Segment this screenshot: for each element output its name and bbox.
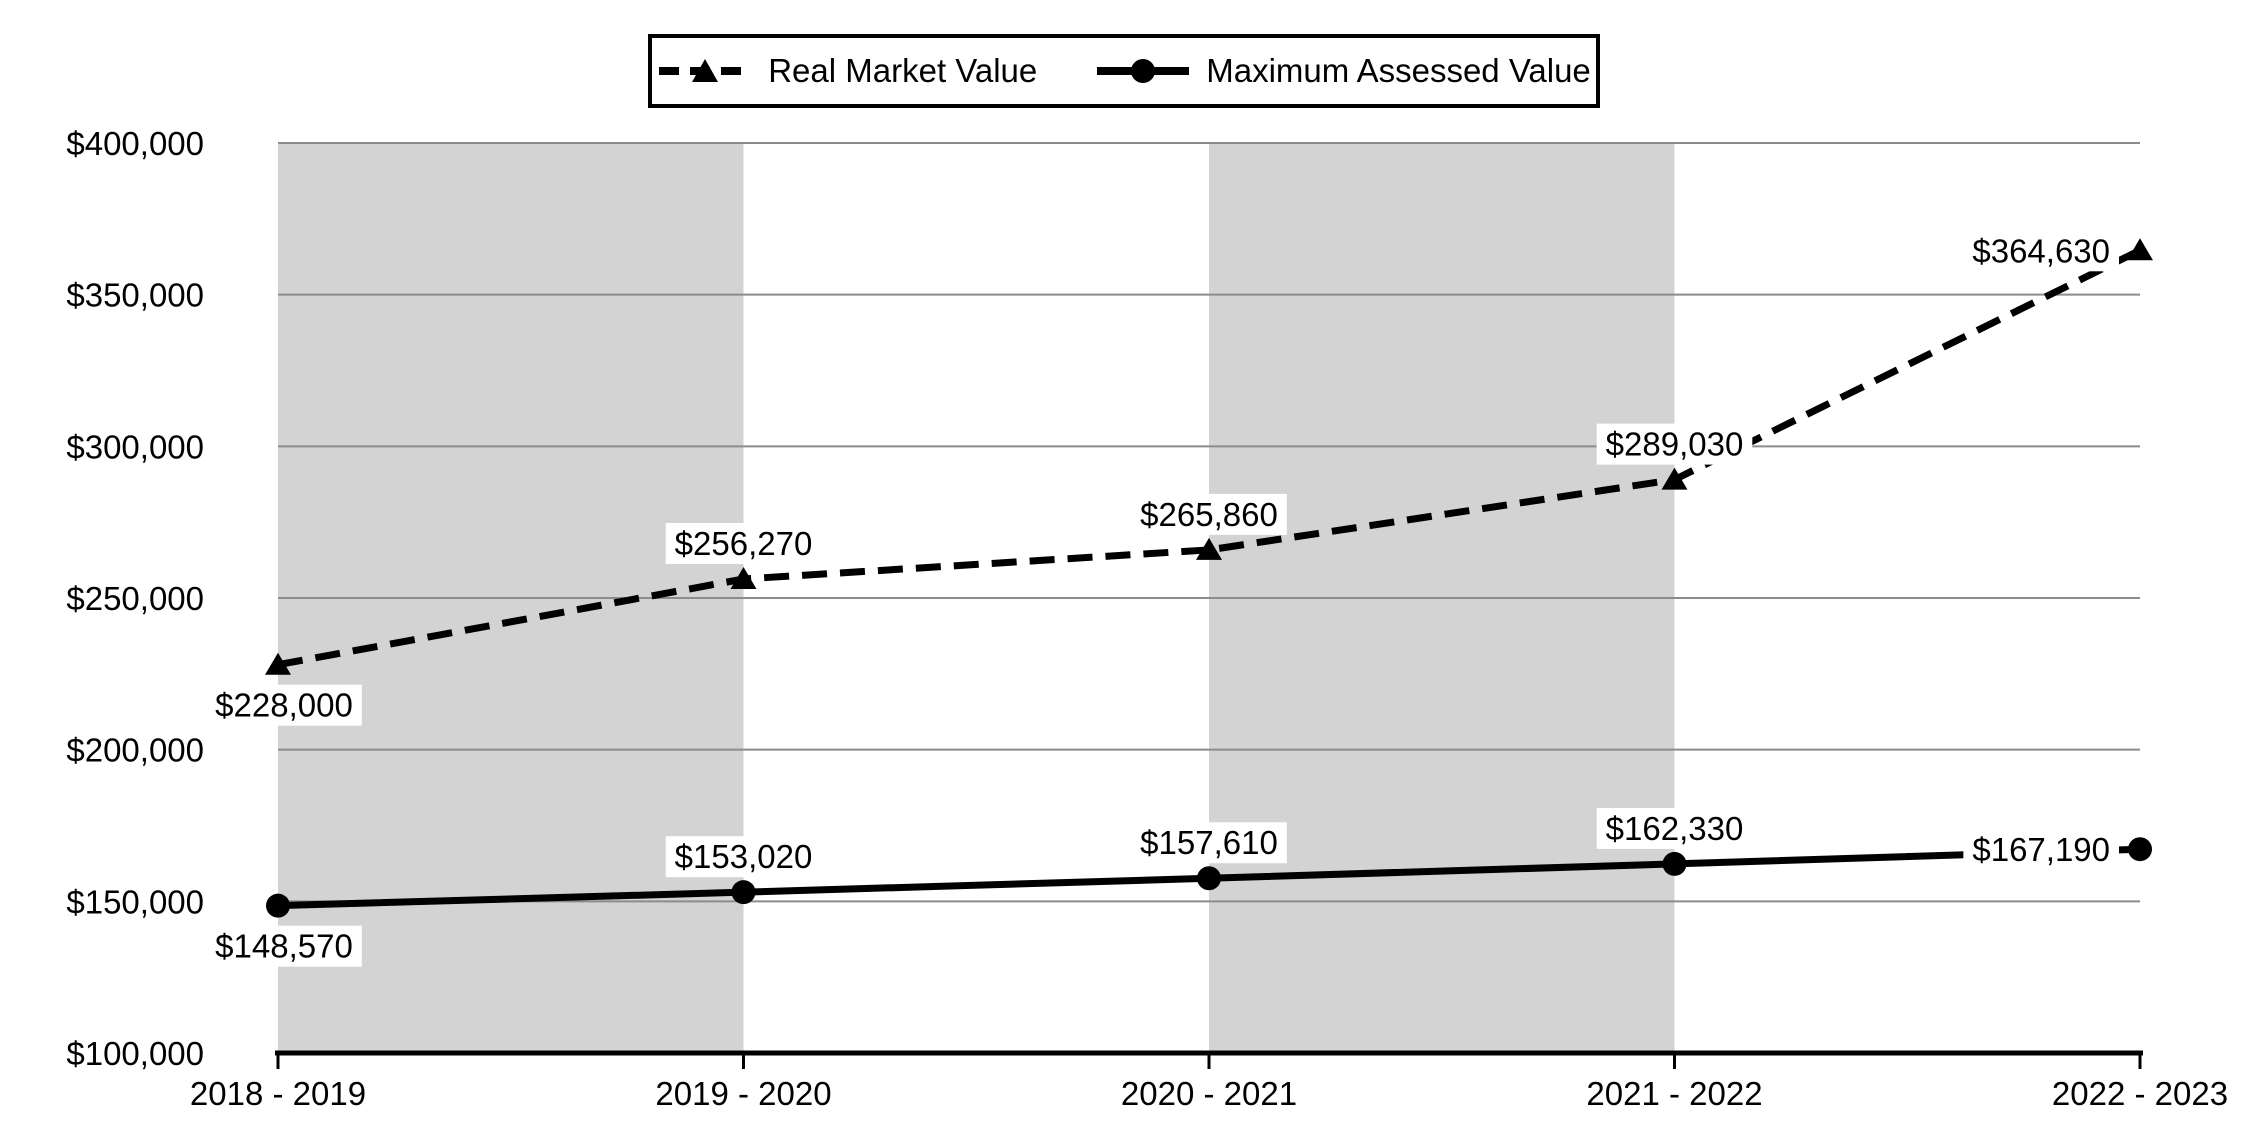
x-axis-tick-label: 2019 - 2020 [655,1075,831,1112]
legend-item-real-market-value: Real Market Value [657,52,1037,90]
data-label: $289,030 [1606,426,1744,463]
y-axis-tick-label: $150,000 [66,883,204,920]
y-axis-tick-label: $300,000 [66,428,204,465]
data-label-background [206,925,362,967]
data-label: $148,570 [215,928,353,965]
circle-marker [731,880,756,905]
circle-marker [1197,866,1221,891]
series-line-dashed [277,247,2142,669]
chart-legend: Real Market Value Maximum Assessed Value [648,34,1600,108]
legend-label-real-market-value: Real Market Value [768,52,1038,89]
data-label-background [1131,822,1287,864]
x-axis-tick-label: 2018 - 2019 [190,1075,366,1112]
solid-line-circle-marker-icon [1097,59,1190,83]
data-label: $157,610 [1140,824,1278,861]
circle-marker [1662,851,1687,876]
y-axis-tick-label: $200,000 [66,732,204,769]
triangle-marker [265,652,291,675]
y-axis-tick-label: $400,000 [66,125,204,162]
data-label-background [1596,423,1753,465]
y-axis-tick-label: $100,000 [66,1035,204,1072]
y-axis-tick-label: $250,000 [66,580,204,617]
triangle-marker [1196,537,1222,560]
data-label: $265,860 [1140,496,1278,533]
circle-marker [266,893,290,918]
data-label: $228,000 [215,687,353,724]
data-label-background [1963,230,2119,272]
x-axis-tick-label: 2021 - 2022 [1586,1075,1762,1112]
triangle-marker [730,566,757,589]
data-label-background [206,684,362,726]
triangle-marker [2127,238,2153,261]
data-label-background [1131,493,1287,535]
dashed-line-triangle-marker-icon [659,59,752,82]
data-label: $364,630 [1972,232,2110,269]
legend-item-maximum-assessed-value: Maximum Assessed Value [1095,52,1591,90]
x-axis-tick-label: 2022 - 2023 [2052,1075,2228,1112]
triangle-marker [1661,467,1688,490]
circle-marker [2128,837,2152,862]
y-axis-tick-label: $350,000 [66,277,204,314]
data-label: $256,270 [675,525,813,562]
data-label-background [1963,829,2119,871]
legend-label-maximum-assessed-value: Maximum Assessed Value [1206,52,1591,89]
data-label-background [1596,807,1753,849]
data-label-background [665,522,822,564]
data-label-background [665,836,822,878]
data-label: $162,330 [1606,810,1744,847]
x-axis-tick-label: 2020 - 2021 [1121,1075,1297,1112]
data-label: $167,190 [1972,831,2110,868]
data-label: $153,020 [675,838,813,875]
